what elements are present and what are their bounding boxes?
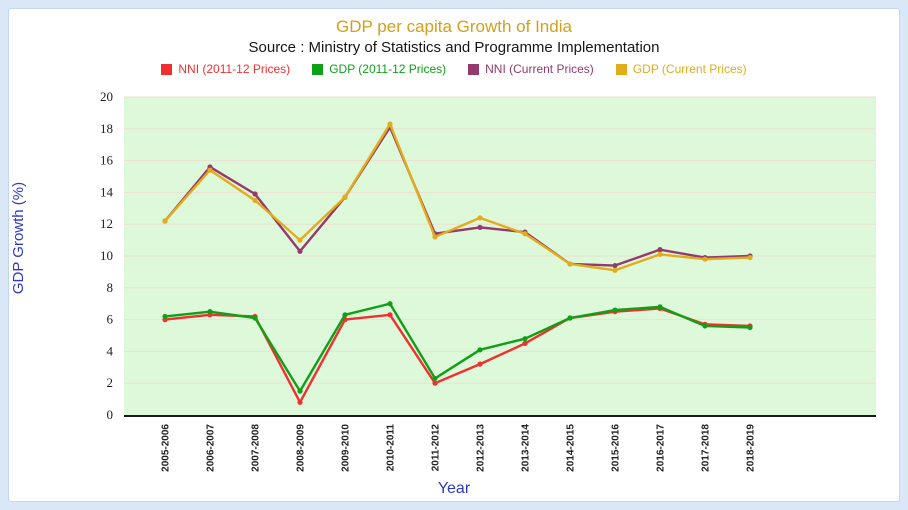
data-point-marker: [657, 247, 663, 253]
x-tick-label: 2006-2007: [206, 424, 217, 472]
data-point-marker: [522, 336, 528, 342]
legend-item-label: GDP (Current Prices): [632, 62, 747, 76]
legend-item-4[interactable]: GDP (Current Prices): [615, 62, 747, 76]
data-point-marker: [747, 254, 753, 261]
x-axis-title: Year: [437, 480, 471, 497]
legend-item-1[interactable]: NNI (2011-12 Prices): [161, 62, 290, 76]
legend-swatch-icon: [161, 63, 173, 75]
data-point-marker: [207, 167, 213, 173]
data-point-marker: [342, 194, 348, 200]
data-point-marker: [252, 197, 258, 203]
data-point-marker: [477, 347, 483, 353]
legend-item-label: NNI (2011-12 Prices): [178, 62, 291, 76]
data-point-marker: [477, 361, 483, 367]
y-tick-label: 10: [100, 248, 113, 263]
y-tick-label: 14: [100, 184, 114, 199]
data-point-marker: [477, 215, 483, 221]
data-point-marker: [252, 191, 258, 197]
series-line: [164, 126, 751, 267]
x-tick-label: 2008-2009: [296, 424, 307, 472]
data-point-marker: [747, 324, 753, 331]
legend-item-2[interactable]: GDP (2011-12 Prices): [312, 62, 446, 76]
data-point-marker: [387, 121, 393, 127]
legend-item-3[interactable]: NNI (Current Prices): [468, 62, 594, 76]
y-tick-label: 6: [107, 312, 114, 327]
data-point-marker: [612, 262, 618, 269]
data-point-marker: [207, 309, 213, 315]
x-tick-label: 2018-2019: [746, 424, 757, 472]
data-point-marker: [567, 261, 573, 267]
x-tick-label: 2014-2015: [566, 424, 577, 472]
x-tick-label: 2011-2012: [431, 424, 442, 472]
legend-swatch-icon: [468, 63, 480, 75]
data-point-marker: [432, 234, 438, 240]
data-point-marker: [522, 340, 528, 347]
data-point-marker: [162, 218, 168, 224]
data-point-marker: [657, 251, 663, 258]
data-point-marker: [387, 312, 393, 318]
data-point-marker: [702, 256, 708, 262]
y-tick-label: 2: [107, 375, 114, 390]
data-point-marker: [297, 399, 303, 405]
x-tick-label: 2013-2014: [521, 424, 532, 472]
data-point-marker: [387, 301, 393, 307]
data-point-marker: [342, 312, 348, 318]
data-point-marker: [297, 388, 303, 394]
y-tick-label: 20: [100, 89, 113, 104]
series-line: [164, 302, 751, 393]
data-point-marker: [612, 307, 618, 313]
y-axis-title: GDP Growth (%): [10, 181, 27, 295]
legend-swatch-icon: [312, 63, 324, 75]
data-point-marker: [297, 248, 303, 254]
y-tick-label: 18: [100, 121, 113, 136]
y-tick-label: 16: [100, 153, 114, 168]
legend-swatch-icon: [615, 63, 627, 75]
data-point-marker: [702, 323, 708, 329]
data-point-marker: [162, 313, 168, 320]
x-tick-label: 2012-2013: [476, 424, 487, 472]
y-tick-label: 4: [107, 343, 114, 358]
y-tick-label: 8: [107, 280, 114, 295]
data-point-marker: [612, 267, 618, 273]
data-point-marker: [432, 375, 438, 382]
x-tick-label: 2009-2010: [341, 424, 352, 472]
x-tick-label: 2010-2011: [386, 424, 397, 472]
data-point-marker: [297, 237, 303, 243]
data-point-marker: [657, 304, 663, 310]
x-tick-label: 2017-2018: [701, 424, 712, 472]
data-point-marker: [477, 224, 483, 230]
series-line: [164, 122, 751, 272]
x-tick-label: 2005-2006: [161, 424, 172, 472]
legend-item-label: GDP (2011-12 Prices): [329, 62, 447, 76]
chart-title: GDP per capita Growth of India: [336, 17, 572, 36]
data-point-marker: [432, 380, 438, 386]
data-point-marker: [567, 315, 573, 321]
legend: NNI (2011-12 Prices) GDP (2011-12 Prices)…: [0, 62, 908, 76]
y-tick-label: 0: [107, 407, 114, 422]
data-point-marker: [522, 231, 528, 237]
legend-item-label: NNI (Current Prices): [485, 62, 594, 76]
x-tick-label: 2007-2008: [251, 424, 262, 472]
chart-subtitle: Source : Ministry of Statistics and Prog…: [248, 39, 660, 56]
x-tick-label: 2016-2017: [656, 424, 667, 472]
data-point-marker: [252, 315, 258, 321]
y-tick-label: 12: [100, 216, 113, 231]
x-tick-label: 2015-2016: [611, 424, 622, 472]
